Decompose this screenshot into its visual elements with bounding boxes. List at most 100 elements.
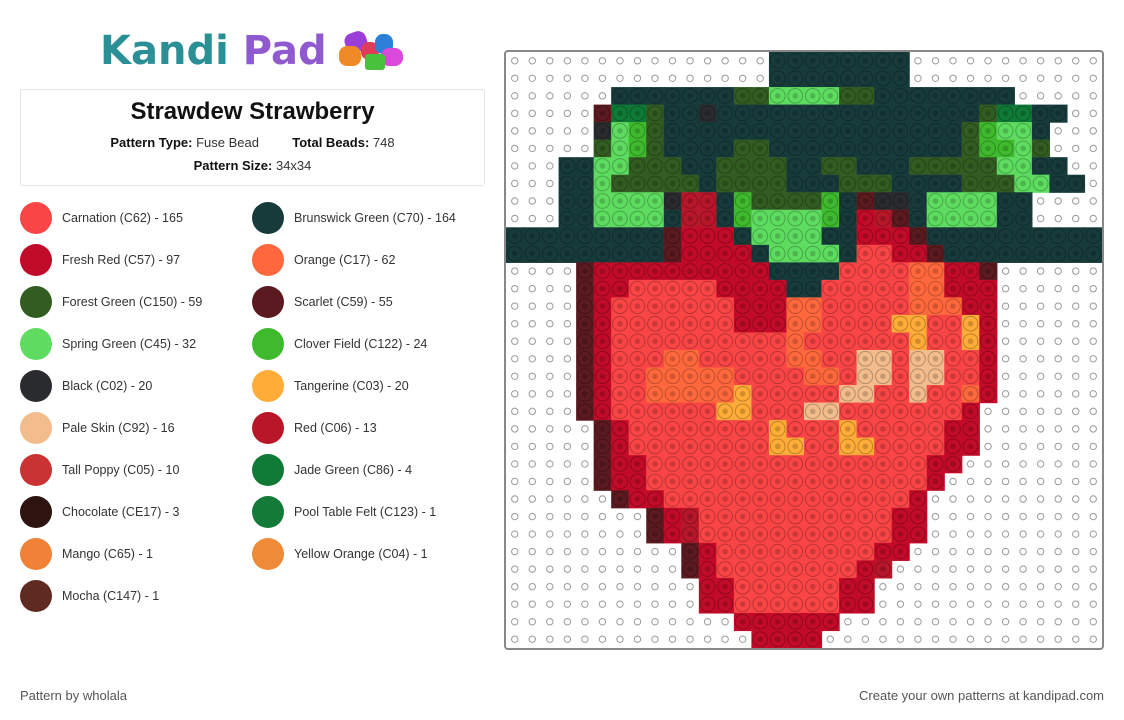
legend-item: Tall Poppy (C05) - 10: [20, 453, 179, 487]
bead: [892, 228, 909, 244]
bead-hole: [652, 233, 658, 239]
bead: [647, 105, 663, 122]
empty-peg: [528, 600, 536, 608]
bead: [980, 210, 996, 227]
bead-hole: [967, 250, 974, 257]
bead-hole: [704, 443, 711, 450]
bead-hole: [722, 548, 728, 555]
empty-peg: [1072, 407, 1080, 416]
empty-peg: [914, 57, 922, 65]
empty-peg: [668, 565, 677, 573]
empty-peg: [528, 179, 536, 188]
empty-peg: [511, 337, 519, 345]
bead: [752, 140, 769, 157]
empty-peg: [563, 635, 572, 643]
bead: [839, 403, 856, 420]
empty-peg: [511, 512, 519, 521]
bead-hole: [599, 128, 606, 134]
empty-peg: [914, 582, 922, 591]
bead: [612, 438, 628, 455]
bead-hole: [845, 478, 851, 485]
bead: [875, 280, 891, 297]
bead: [664, 87, 681, 104]
bead-hole: [757, 233, 763, 239]
empty-peg: [1072, 197, 1080, 205]
bead: [804, 421, 821, 437]
bead: [647, 456, 663, 472]
empty-peg: [1089, 495, 1097, 503]
empty-peg: [546, 460, 554, 468]
bead-hole: [1037, 145, 1044, 152]
bead-hole: [932, 303, 939, 309]
bead-hole: [634, 163, 641, 169]
bead-hole: [722, 198, 728, 204]
bead: [769, 385, 786, 402]
bead-hole: [792, 531, 799, 537]
empty-peg: [914, 618, 922, 626]
bead-hole: [967, 268, 974, 274]
empty-peg: [1019, 425, 1027, 433]
bead-hole: [809, 355, 816, 362]
empty-peg: [1054, 302, 1062, 310]
empty-peg: [949, 477, 957, 486]
empty-peg: [1001, 74, 1010, 82]
bead-hole: [845, 601, 851, 607]
bead-hole: [845, 583, 851, 590]
bead: [927, 368, 944, 385]
empty-peg: [511, 425, 519, 433]
bead-hole: [652, 531, 658, 537]
bead: [717, 473, 733, 490]
empty-peg: [1089, 320, 1097, 328]
bead: [822, 350, 839, 367]
empty-peg: [1001, 477, 1010, 486]
empty-peg: [598, 635, 607, 643]
bead: [734, 228, 751, 244]
bead: [822, 140, 839, 157]
empty-peg: [651, 582, 659, 591]
kandipad-logo[interactable]: Kandi Pad: [100, 26, 417, 76]
bead-hole: [880, 303, 886, 309]
bead-hole: [845, 57, 851, 64]
bead: [962, 368, 979, 385]
empty-peg: [563, 495, 572, 503]
bead-hole: [757, 391, 763, 397]
bead-hole: [599, 285, 606, 292]
empty-peg: [546, 284, 554, 293]
bead: [857, 350, 874, 367]
bead: [927, 333, 944, 350]
bead-pattern-board: [504, 50, 1104, 650]
bead-hole: [757, 618, 763, 625]
create-link[interactable]: Create your own patterns at kandipad.com: [859, 688, 1104, 703]
bead: [910, 175, 926, 192]
bead: [962, 403, 979, 420]
bead: [804, 228, 821, 244]
bead-hole: [669, 215, 676, 222]
bead: [822, 175, 839, 192]
bead: [594, 385, 611, 402]
bead-hole: [809, 531, 816, 537]
bead-hole: [862, 233, 869, 239]
bead: [980, 193, 996, 209]
empty-peg: [949, 74, 957, 82]
legend-item: Tangerine (C03) - 20: [252, 369, 409, 403]
bead-hole: [652, 338, 658, 345]
bead-hole: [985, 163, 991, 169]
bead: [717, 368, 733, 385]
bead: [1050, 228, 1067, 244]
bead: [857, 368, 874, 385]
bead: [1050, 175, 1067, 192]
bead: [612, 140, 628, 157]
bead-hole: [845, 373, 851, 380]
bead: [787, 315, 804, 332]
empty-peg: [668, 582, 677, 591]
empty-peg: [896, 618, 905, 626]
bead-hole: [774, 145, 781, 152]
bead-hole: [599, 198, 606, 204]
legend-label: Red (C06) - 13: [294, 421, 377, 435]
bead: [804, 578, 821, 595]
bead-hole: [985, 285, 991, 292]
bead: [752, 193, 769, 209]
bead-hole: [809, 233, 816, 239]
bead: [769, 613, 786, 630]
bead: [647, 263, 663, 279]
